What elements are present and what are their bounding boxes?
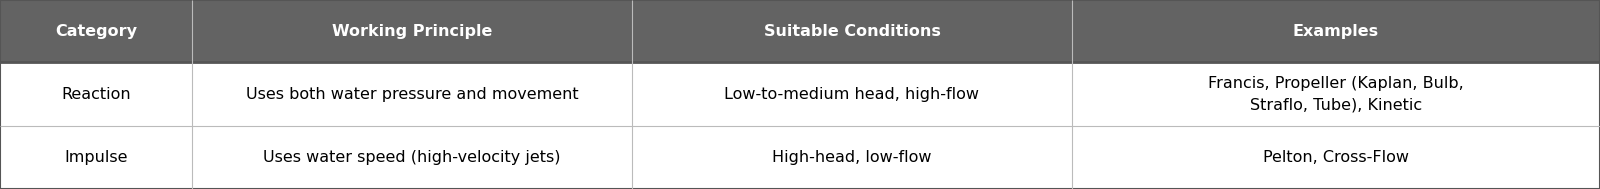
Text: Pelton, Cross-Flow: Pelton, Cross-Flow <box>1262 150 1410 165</box>
Bar <box>1072 0 1600 62</box>
Text: Impulse: Impulse <box>64 150 128 165</box>
Bar <box>632 126 1072 189</box>
Bar <box>192 126 632 189</box>
Text: Reaction: Reaction <box>61 87 131 101</box>
Text: Uses both water pressure and movement: Uses both water pressure and movement <box>246 87 578 101</box>
Bar <box>632 0 1072 62</box>
Bar <box>632 62 1072 126</box>
Text: Uses water speed (high-velocity jets): Uses water speed (high-velocity jets) <box>264 150 560 165</box>
Text: Suitable Conditions: Suitable Conditions <box>763 24 941 39</box>
Bar <box>0 0 192 62</box>
Text: Examples: Examples <box>1293 24 1379 39</box>
Bar <box>1072 62 1600 126</box>
Bar <box>192 62 632 126</box>
Bar <box>1072 126 1600 189</box>
Bar <box>0 126 192 189</box>
Text: Working Principle: Working Principle <box>331 24 493 39</box>
Text: Low-to-medium head, high-flow: Low-to-medium head, high-flow <box>725 87 979 101</box>
Bar <box>0 62 192 126</box>
Bar <box>192 0 632 62</box>
Text: Francis, Propeller (Kaplan, Bulb,
Straflo, Tube), Kinetic: Francis, Propeller (Kaplan, Bulb, Strafl… <box>1208 76 1464 112</box>
Text: Category: Category <box>54 24 138 39</box>
Text: High-head, low-flow: High-head, low-flow <box>773 150 931 165</box>
